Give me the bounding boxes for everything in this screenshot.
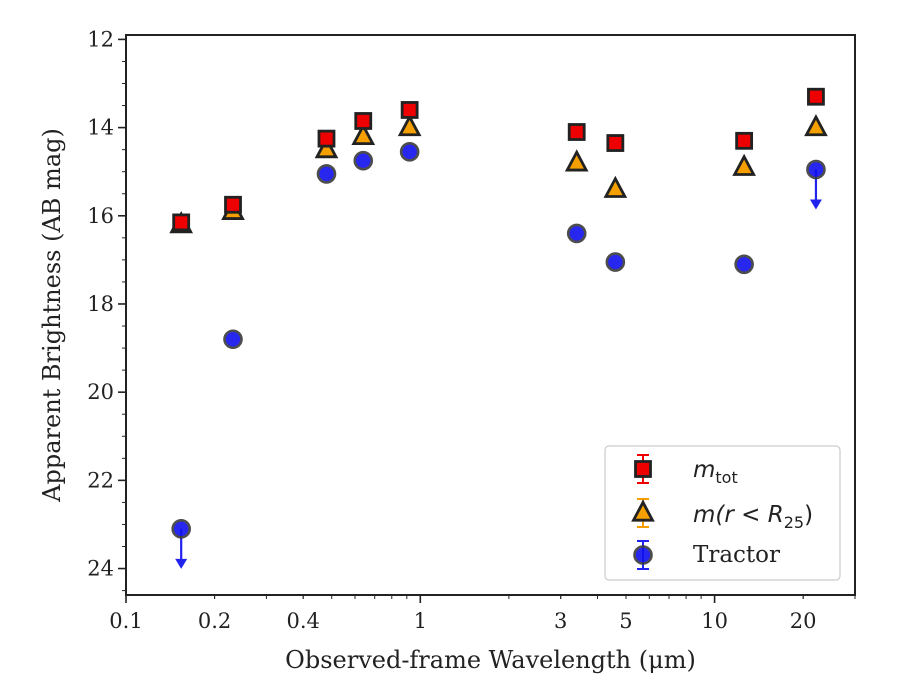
- legend-markers: [631, 454, 655, 570]
- m-tot-point: [400, 101, 419, 119]
- m-tot-point: [567, 123, 586, 141]
- x-tick-label: 0.2: [198, 609, 231, 633]
- tractor-point: [399, 142, 420, 162]
- m-tot-point: [317, 129, 336, 148]
- y-tick-label: 18: [87, 292, 114, 316]
- tractor-upper-limit-arrow-head: [809, 199, 822, 210]
- x-tick-label: 10: [701, 609, 728, 633]
- legend: mtot m(r < R25) Tractor: [604, 445, 841, 581]
- y-axis-label: Apparent Brightness (AB mag): [38, 128, 66, 503]
- m-r25-point: [397, 114, 422, 137]
- x-tick-label: 1: [414, 609, 427, 633]
- m-tot-point: [735, 131, 754, 150]
- y-tick-label: 14: [87, 116, 114, 140]
- legend-label-m-tot: mtot: [693, 457, 738, 487]
- tractor-upper-limit-arrow-head: [175, 558, 188, 569]
- m-tot-point: [172, 213, 191, 232]
- y-tick-label: 16: [87, 204, 114, 228]
- x-axis-label: Observed-frame Wavelength (μm): [285, 646, 696, 674]
- tractor-point: [734, 254, 754, 275]
- x-tick-label: 5: [619, 609, 632, 633]
- x-tick-label: 3: [554, 609, 567, 633]
- legend-m-tot-marker: [634, 460, 652, 478]
- y-tick-label: 24: [87, 557, 114, 581]
- tractor-point: [223, 329, 243, 350]
- m-tot-point: [606, 134, 625, 152]
- y-tick-label: 20: [87, 380, 114, 404]
- x-tick-label: 20: [790, 609, 817, 633]
- m-r25-point: [314, 136, 339, 159]
- m-tot-point: [807, 87, 825, 106]
- y-tick-label: 12: [87, 27, 114, 51]
- m-tot-point: [354, 112, 373, 130]
- legend-tractor-marker: [633, 545, 653, 565]
- legend-m-r-suffix: ): [804, 502, 813, 528]
- x-tick-label: 0.1: [109, 609, 142, 633]
- ticks-layer: 12 14 16 18 20 22 24 0.1 0.2 0.4 1 3 5 10 20: [87, 27, 856, 633]
- legend-label-tractor: Tractor: [693, 542, 780, 568]
- legend-m-tot-sub: tot: [715, 468, 737, 487]
- tractor-point: [353, 150, 374, 171]
- x-tick-label: 0.4: [286, 609, 319, 633]
- tractor-point: [806, 159, 826, 180]
- legend-m-tot-base: m: [693, 457, 715, 483]
- y-tick-label: 22: [87, 468, 114, 492]
- m-tot-point: [224, 195, 242, 214]
- marks-layer: [169, 87, 828, 569]
- legend-m-r-prefix: m(r < R: [693, 502, 784, 528]
- tractor-point: [566, 223, 587, 244]
- m-r25-point: [804, 114, 828, 137]
- legend-m-r-sub: 25: [784, 513, 804, 532]
- tractor-point: [605, 252, 626, 272]
- m-r25-point: [564, 149, 589, 172]
- legend-box: [604, 445, 841, 581]
- m-r25-point: [603, 175, 628, 198]
- m-r25-point: [351, 122, 376, 145]
- legend-m-r25-marker: [631, 499, 655, 522]
- plot-frame: [125, 34, 856, 596]
- tractor-point: [171, 519, 191, 539]
- legend-label-m-r: m(r < R25): [693, 502, 813, 532]
- m-r25-point: [732, 153, 756, 176]
- tractor-point: [316, 164, 337, 184]
